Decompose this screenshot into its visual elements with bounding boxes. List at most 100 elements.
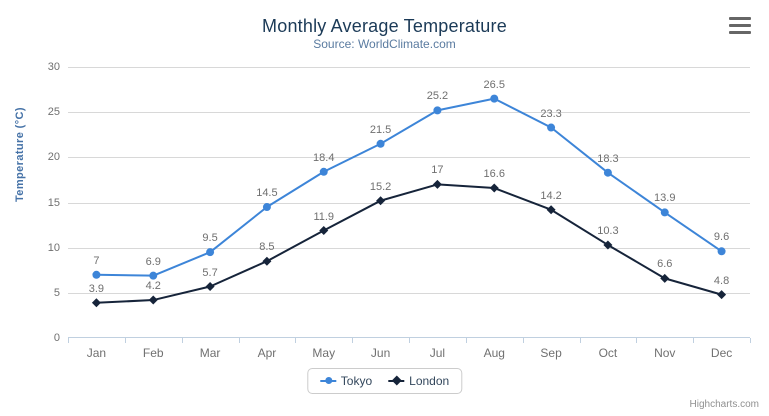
data-label: 25.2 xyxy=(426,90,449,103)
gridline xyxy=(68,67,750,68)
x-tick xyxy=(636,338,638,343)
data-label: 15.2 xyxy=(369,180,392,193)
data-point-marker[interactable] xyxy=(489,183,499,193)
data-label: 9.5 xyxy=(202,232,218,245)
x-tick xyxy=(465,338,467,343)
y-tick-label: 10 xyxy=(47,241,60,254)
data-label: 3.9 xyxy=(88,282,105,295)
series-line-london[interactable] xyxy=(95,183,723,304)
credits-label[interactable]: Highcharts.com xyxy=(689,399,759,410)
x-tick xyxy=(522,338,524,343)
data-point-marker[interactable] xyxy=(717,290,727,300)
x-tick xyxy=(579,338,581,343)
data-label: 16.6 xyxy=(483,168,505,181)
data-label: 21.5 xyxy=(369,123,392,136)
x-tick xyxy=(352,338,354,343)
series-layer xyxy=(91,94,727,308)
x-tick-label: Sep xyxy=(540,346,562,360)
data-label: 6.9 xyxy=(145,255,161,268)
y-tick-label: 25 xyxy=(47,106,60,119)
x-tick-label: Nov xyxy=(654,346,676,360)
data-point-marker[interactable] xyxy=(206,248,215,257)
data-point-marker[interactable] xyxy=(148,295,158,305)
gridline xyxy=(68,247,750,249)
data-label: 10.3 xyxy=(597,224,619,237)
x-axis: Jan Feb Mar Apr May Jun Jul Aug Sep Oct Nov Dec xyxy=(68,338,751,368)
data-point-marker[interactable] xyxy=(376,196,386,206)
x-axis-line xyxy=(68,337,750,338)
x-tick-label: Feb xyxy=(142,346,164,360)
data-label: 5.7 xyxy=(202,266,218,279)
plot-area: 7 6.9 9.5 14.5 18.4 21.5 25.2 26.5 23.3 18.3 13.9 9… xyxy=(68,67,750,338)
x-tick xyxy=(181,338,183,343)
gridline xyxy=(68,157,750,159)
hamburger-bar xyxy=(729,17,751,20)
y-tick-label: 15 xyxy=(47,196,60,209)
data-label: 26.5 xyxy=(483,78,505,91)
legend-label: Tokyo xyxy=(340,374,373,388)
data-point-marker[interactable] xyxy=(149,271,158,280)
tokyo-line-icon xyxy=(319,377,336,384)
data-point-marker[interactable] xyxy=(603,168,612,177)
data-label: 18.3 xyxy=(597,152,619,165)
chart-subtitle: Source: WorldClimate.com xyxy=(313,37,456,51)
data-point-marker[interactable] xyxy=(717,247,726,256)
data-label: 4.8 xyxy=(713,274,730,287)
data-point-marker[interactable] xyxy=(603,240,613,250)
hamburger-menu-icon[interactable] xyxy=(729,17,751,35)
y-tick-label: 30 xyxy=(47,61,60,73)
x-tick-label: Oct xyxy=(598,346,618,360)
x-tick xyxy=(238,338,240,343)
y-tick-label: 5 xyxy=(53,286,60,299)
data-label: 4.2 xyxy=(145,280,161,293)
legend-item-london[interactable]: London xyxy=(388,374,449,388)
data-label: 6.6 xyxy=(657,258,673,271)
data-point-marker[interactable] xyxy=(546,205,556,215)
x-tick xyxy=(750,338,751,343)
legend-item-tokyo[interactable]: Tokyo xyxy=(319,374,373,388)
data-point-marker[interactable] xyxy=(490,94,499,103)
x-tick-label: Jul xyxy=(429,346,446,360)
london-line-icon xyxy=(388,375,405,386)
x-tick xyxy=(693,338,695,343)
data-point-marker[interactable] xyxy=(262,256,272,266)
data-label: 14.2 xyxy=(540,189,562,202)
data-point-marker[interactable] xyxy=(660,208,669,217)
x-tick-label: Apr xyxy=(257,346,277,360)
data-point-marker[interactable] xyxy=(433,106,442,115)
data-label: 14.5 xyxy=(256,187,278,200)
hamburger-bar xyxy=(729,31,751,34)
chart-title: Monthly Average Temperature xyxy=(262,16,507,36)
x-tick xyxy=(68,338,69,343)
x-tick-label: Mar xyxy=(199,346,221,360)
legend-label: London xyxy=(409,374,450,388)
data-point-marker[interactable] xyxy=(432,179,442,189)
y-tick-label: 0 xyxy=(53,332,60,344)
data-point-marker[interactable] xyxy=(91,298,101,308)
data-label: 8.5 xyxy=(259,241,275,254)
data-point-marker[interactable] xyxy=(92,270,101,279)
hamburger-bar xyxy=(729,24,751,27)
gridline xyxy=(68,112,750,114)
x-tick-label: May xyxy=(312,346,336,360)
data-point-marker[interactable] xyxy=(319,226,329,236)
data-label: 7 xyxy=(93,254,100,267)
series-line-tokyo[interactable] xyxy=(95,97,723,277)
data-point-marker[interactable] xyxy=(262,203,271,212)
data-point-marker[interactable] xyxy=(660,273,670,283)
data-point-marker[interactable] xyxy=(547,123,556,132)
data-point-marker[interactable] xyxy=(205,282,215,292)
data-label: 18.4 xyxy=(313,151,335,164)
legend: Tokyo London xyxy=(306,368,463,394)
gridline xyxy=(68,292,750,294)
data-point-marker[interactable] xyxy=(376,139,385,148)
data-label: 9.6 xyxy=(713,231,730,244)
gridline xyxy=(68,202,750,204)
x-tick-label: Jun xyxy=(370,346,391,360)
data-label: 13.9 xyxy=(654,192,676,205)
data-label: 23.3 xyxy=(540,107,562,120)
data-label: 17 xyxy=(431,164,444,177)
x-tick xyxy=(295,338,297,343)
data-point-marker[interactable] xyxy=(319,167,328,176)
